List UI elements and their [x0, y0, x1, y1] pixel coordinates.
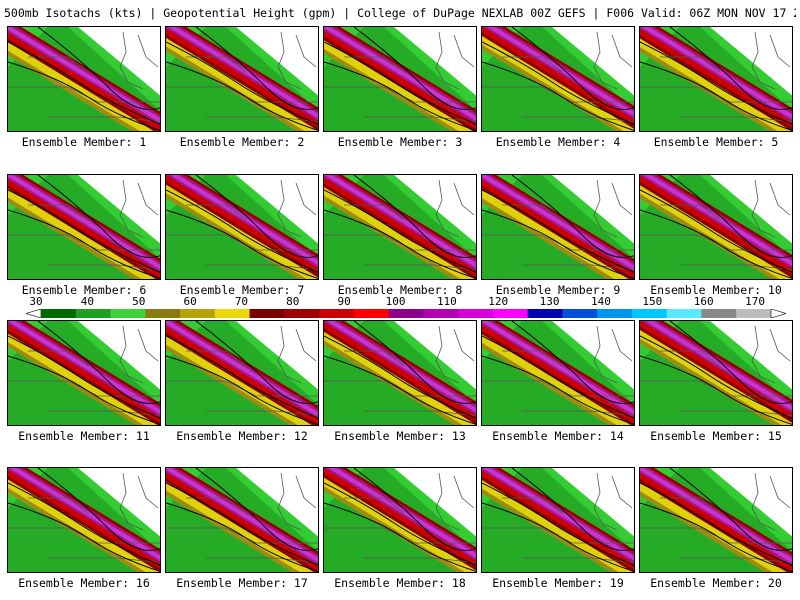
ensemble-member-label: Ensemble Member: 2: [179, 135, 305, 149]
ensemble-map-panel[interactable]: [165, 320, 319, 426]
isotach-map: [640, 468, 792, 572]
ensemble-member-label: Ensemble Member: 19: [492, 576, 624, 590]
isotach-map: [640, 321, 792, 425]
colorbar-tick-label: 60: [183, 295, 197, 308]
isotach-map: [8, 27, 160, 131]
ensemble-map-panel[interactable]: [323, 467, 477, 573]
colorbar-swatch: [458, 309, 494, 318]
ensemble-member-label: Ensemble Member: 10: [650, 283, 782, 297]
colorbar-swatch: [41, 309, 77, 318]
ensemble-member-label: Ensemble Member: 15: [650, 429, 782, 443]
colorbar-swatch: [492, 309, 529, 318]
colorbar-swatch: [145, 309, 181, 318]
ensemble-map-panel[interactable]: [639, 174, 793, 280]
ensemble-map-panel[interactable]: [165, 26, 319, 132]
colorbar-tick-label: 110: [436, 295, 457, 308]
colorbar-swatch: [353, 309, 390, 318]
colorbar-tick-label: 80: [286, 295, 300, 308]
colorbar-swatch: [249, 309, 285, 318]
isotach-map: [482, 175, 634, 279]
ensemble-map-panel[interactable]: [639, 320, 793, 426]
colorbar-tick-label: 90: [337, 295, 351, 308]
ensemble-map-panel[interactable]: [7, 320, 161, 426]
isotach-map: [166, 321, 318, 425]
colorbar-swatch: [180, 309, 216, 318]
colorbar-swatch: [666, 309, 702, 318]
colorbar-swatch: [597, 309, 633, 318]
colorbar-swatch: [319, 309, 355, 318]
ensemble-member-label: Ensemble Member: 3: [337, 135, 463, 149]
ensemble-map-panel[interactable]: [7, 467, 161, 573]
isotach-map: [640, 175, 792, 279]
ensemble-member-label: Ensemble Member: 6: [21, 283, 147, 297]
chart-header-title: 500mb Isotachs (kts) | Geopotential Heig…: [4, 6, 796, 20]
ensemble-map-panel[interactable]: [323, 174, 477, 280]
colorbar-tick-label: 100: [385, 295, 406, 308]
colorbar-tick-label: 40: [80, 295, 94, 308]
ensemble-member-label: Ensemble Member: 1: [21, 135, 147, 149]
ensemble-map-panel[interactable]: [323, 320, 477, 426]
colorbar-swatch: [110, 309, 146, 318]
colorbar-tick-label: 160: [693, 295, 714, 308]
isotach-map: [324, 468, 476, 572]
isotach-map: [8, 321, 160, 425]
ensemble-map-panel[interactable]: [165, 467, 319, 573]
isotach-map: [324, 321, 476, 425]
ensemble-map-panel[interactable]: [323, 26, 477, 132]
colorbar-swatch: [388, 309, 424, 318]
ensemble-member-label: Ensemble Member: 16: [18, 576, 150, 590]
isotach-map: [324, 175, 476, 279]
colorbar-tick-label: 70: [234, 295, 249, 308]
isotach-map: [324, 27, 476, 131]
colorbar-tick-label: 170: [745, 295, 765, 308]
isotach-map: [482, 468, 634, 572]
colorbar-swatch: [214, 309, 250, 318]
ensemble-map-panel[interactable]: [165, 174, 319, 280]
isotach-map: [640, 27, 792, 131]
ensemble-map-panel[interactable]: [481, 174, 635, 280]
ensemble-map-panel[interactable]: [481, 26, 635, 132]
isotach-map: [482, 321, 634, 425]
ensemble-member-label: Ensemble Member: 17: [176, 576, 308, 590]
colorbar-swatch: [736, 309, 772, 318]
colorbar-tick-label: 30: [29, 295, 43, 308]
ensemble-map-panel[interactable]: [481, 320, 635, 426]
ensemble-map-panel[interactable]: [639, 26, 793, 132]
isotach-colorbar: 30 40 50 60 70 80 90 100 110 120 130 140 150 160 170: [26, 296, 786, 322]
isotach-map: [8, 468, 160, 572]
ensemble-member-label: Ensemble Member: 11: [18, 429, 150, 443]
ensemble-member-label: Ensemble Member: 8: [337, 283, 463, 297]
ensemble-member-label: Ensemble Member: 14: [492, 429, 624, 443]
colorbar-strip: [26, 309, 786, 318]
colorbar-swatch: [423, 309, 459, 318]
ensemble-map-panel[interactable]: [7, 174, 161, 280]
colorbar-tick-label: 140: [591, 295, 611, 308]
colorbar-swatch: [527, 309, 563, 318]
ensemble-member-label: Ensemble Member: 4: [495, 135, 621, 149]
ensemble-member-label: Ensemble Member: 13: [334, 429, 466, 443]
isotach-map: [166, 468, 318, 572]
ensemble-member-label: Ensemble Member: 20: [650, 576, 782, 590]
ensemble-map-panel[interactable]: [7, 26, 161, 132]
ensemble-member-label: Ensemble Member: 7: [179, 283, 305, 297]
isotach-map: [166, 27, 318, 131]
colorbar-tick-label: 150: [642, 295, 663, 308]
ensemble-member-label: Ensemble Member: 18: [334, 576, 466, 590]
colorbar-swatch: [631, 309, 668, 318]
ensemble-member-label: Ensemble Member: 9: [495, 283, 621, 297]
colorbar-tick-label: 130: [539, 295, 560, 308]
colorbar-swatch: [701, 309, 737, 318]
colorbar-swatch: [75, 309, 111, 318]
ensemble-map-panel[interactable]: [481, 467, 635, 573]
isotach-map: [166, 175, 318, 279]
isotach-map: [8, 175, 160, 279]
isotach-map: [482, 27, 634, 131]
colorbar-tick-label: 50: [132, 295, 146, 308]
ensemble-member-label: Ensemble Member: 5: [653, 135, 779, 149]
ensemble-member-label: Ensemble Member: 12: [176, 429, 308, 443]
colorbar-swatch: [284, 309, 320, 318]
colorbar-swatch: [562, 309, 598, 318]
ensemble-map-panel[interactable]: [639, 467, 793, 573]
colorbar-tick-label: 120: [488, 295, 509, 308]
